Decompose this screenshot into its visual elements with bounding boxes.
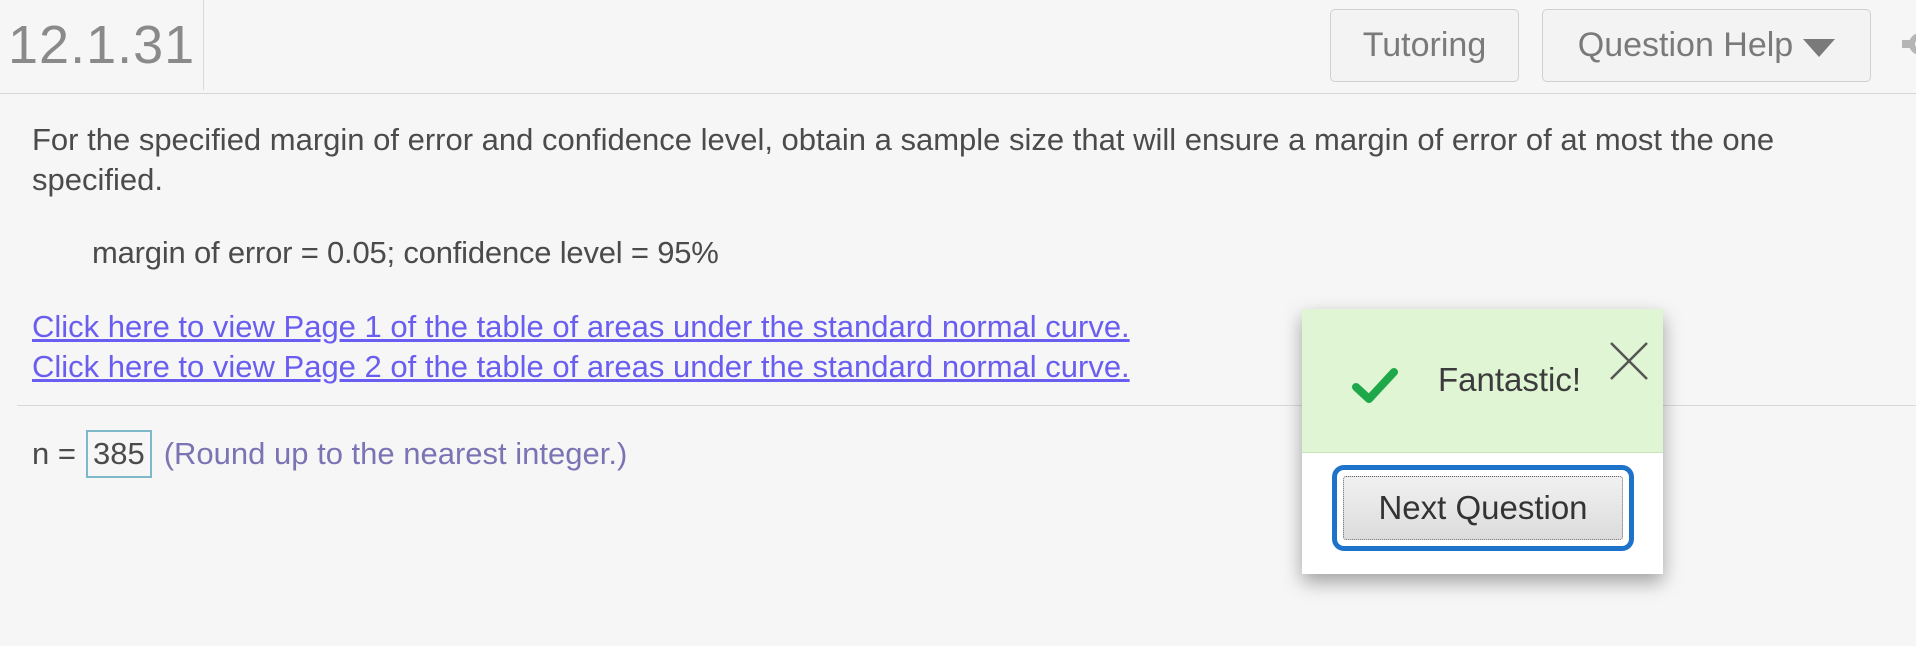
section-divider — [17, 405, 1916, 406]
next-question-focus-ring: Next Question — [1332, 465, 1634, 551]
tutoring-button[interactable]: Tutoring — [1330, 9, 1519, 82]
close-icon[interactable] — [1608, 340, 1650, 382]
question-prompt: For the specified margin of error and co… — [32, 122, 1775, 197]
table-page-1-link[interactable]: Click here to view Page 1 of the table o… — [32, 309, 1130, 344]
table-page-2-link[interactable]: Click here to view Page 2 of the table o… — [32, 349, 1130, 384]
answer-hint: (Round up to the nearest integer.) — [163, 436, 628, 471]
answer-label: n = — [32, 436, 76, 471]
gear-icon[interactable] — [1900, 24, 1916, 64]
given-values: margin of error = 0.05; confidence level… — [92, 235, 719, 270]
answer-row: n = 385 (Round up to the nearest integer… — [32, 430, 627, 478]
question-number: 12.1.31 — [8, 15, 196, 75]
header-bar: 12.1.31 Tutoring Question Help — [0, 0, 1916, 94]
question-help-button[interactable]: Question Help — [1542, 9, 1871, 82]
checkmark-icon — [1352, 368, 1398, 403]
answer-input[interactable]: 385 — [85, 430, 152, 478]
next-question-label: Next Question — [1378, 489, 1588, 526]
header-divider — [203, 0, 204, 90]
feedback-message: Fantastic! — [1438, 361, 1582, 398]
caret-down-icon — [1803, 38, 1836, 57]
tutoring-label: Tutoring — [1362, 26, 1487, 64]
feedback-header: Fantastic! — [1302, 309, 1663, 453]
next-question-button[interactable]: Next Question — [1343, 476, 1623, 540]
feedback-popup: Fantastic! Next Question — [1302, 309, 1663, 574]
question-help-label: Question Help — [1577, 26, 1794, 64]
